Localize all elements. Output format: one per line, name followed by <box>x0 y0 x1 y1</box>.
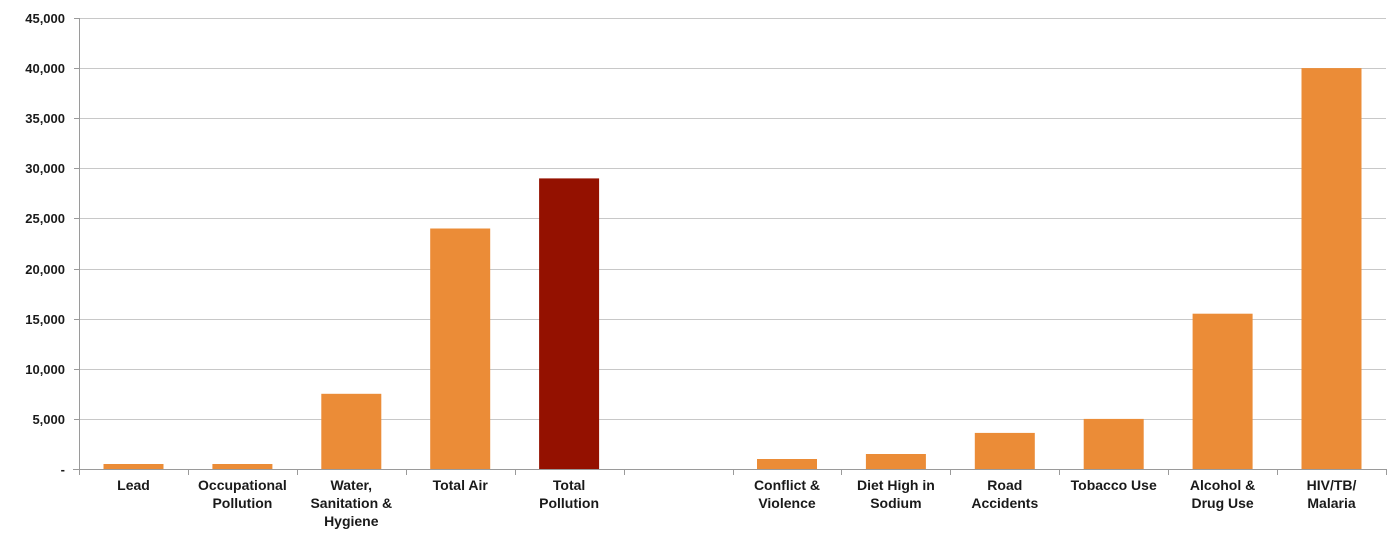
y-tick-label: 30,000 <box>25 161 65 176</box>
y-axis-tick-labels: - 5,000 10,000 15,000 20,000 25,000 30,000 35,0… <box>25 11 65 477</box>
y-tick-label: 15,000 <box>25 312 65 327</box>
bars <box>103 68 1362 469</box>
bar <box>865 454 926 469</box>
x-category-label: Conflict & <box>754 477 820 493</box>
x-category-label: Tobacco Use <box>1071 477 1157 493</box>
x-category-label: Water, <box>331 477 373 493</box>
x-category-label: Alcohol & <box>1190 477 1255 493</box>
y-tick-label: 40,000 <box>25 61 65 76</box>
x-category-label: HIV/TB/ <box>1307 477 1357 493</box>
y-tick-label: 20,000 <box>25 262 65 277</box>
x-category-label: Accidents <box>971 495 1038 511</box>
x-category-label: Violence <box>758 495 816 511</box>
x-category-label: Drug Use <box>1191 495 1253 511</box>
x-category-label: Pollution <box>539 495 599 511</box>
x-category-label: Sanitation & <box>310 495 392 511</box>
x-category-label: Malaria <box>1307 495 1355 511</box>
axes <box>73 18 1387 475</box>
x-category-label: Occupational <box>198 477 287 493</box>
bar <box>1301 68 1362 469</box>
x-category-label: Sodium <box>870 495 921 511</box>
bar <box>321 393 382 469</box>
bar <box>103 464 164 469</box>
x-category-label: Lead <box>117 477 150 493</box>
x-category-label: Road <box>987 477 1022 493</box>
gridlines <box>79 18 1386 420</box>
bar <box>430 228 491 469</box>
x-category-label: Diet High in <box>857 477 935 493</box>
x-category-label: Pollution <box>212 495 272 511</box>
x-axis-category-labels: Lead Occupational Pollution Water, Sanitatio… <box>117 477 1356 529</box>
y-tick-label: 5,000 <box>32 412 65 427</box>
y-tick-label: 45,000 <box>25 11 65 26</box>
y-tick-label: - <box>61 462 65 477</box>
bar <box>974 432 1035 469</box>
bar <box>539 178 600 469</box>
y-tick-label: 25,000 <box>25 211 65 226</box>
x-category-label: Total Air <box>433 477 489 493</box>
x-category-label: Total <box>553 477 585 493</box>
y-tick-label: 10,000 <box>25 362 65 377</box>
bar <box>1192 313 1253 469</box>
bar <box>757 459 817 469</box>
y-tick-label: 35,000 <box>25 111 65 126</box>
bar <box>1083 418 1144 469</box>
bar <box>212 464 273 469</box>
x-category-label: Hygiene <box>324 513 379 529</box>
